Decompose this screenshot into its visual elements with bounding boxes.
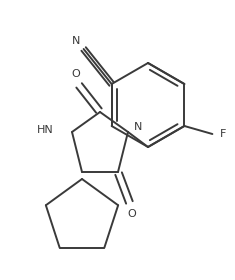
- Text: O: O: [128, 209, 136, 219]
- Text: F: F: [220, 129, 227, 139]
- Text: N: N: [134, 122, 142, 132]
- Text: HN: HN: [37, 125, 54, 135]
- Text: N: N: [71, 36, 80, 46]
- Text: O: O: [72, 69, 80, 79]
